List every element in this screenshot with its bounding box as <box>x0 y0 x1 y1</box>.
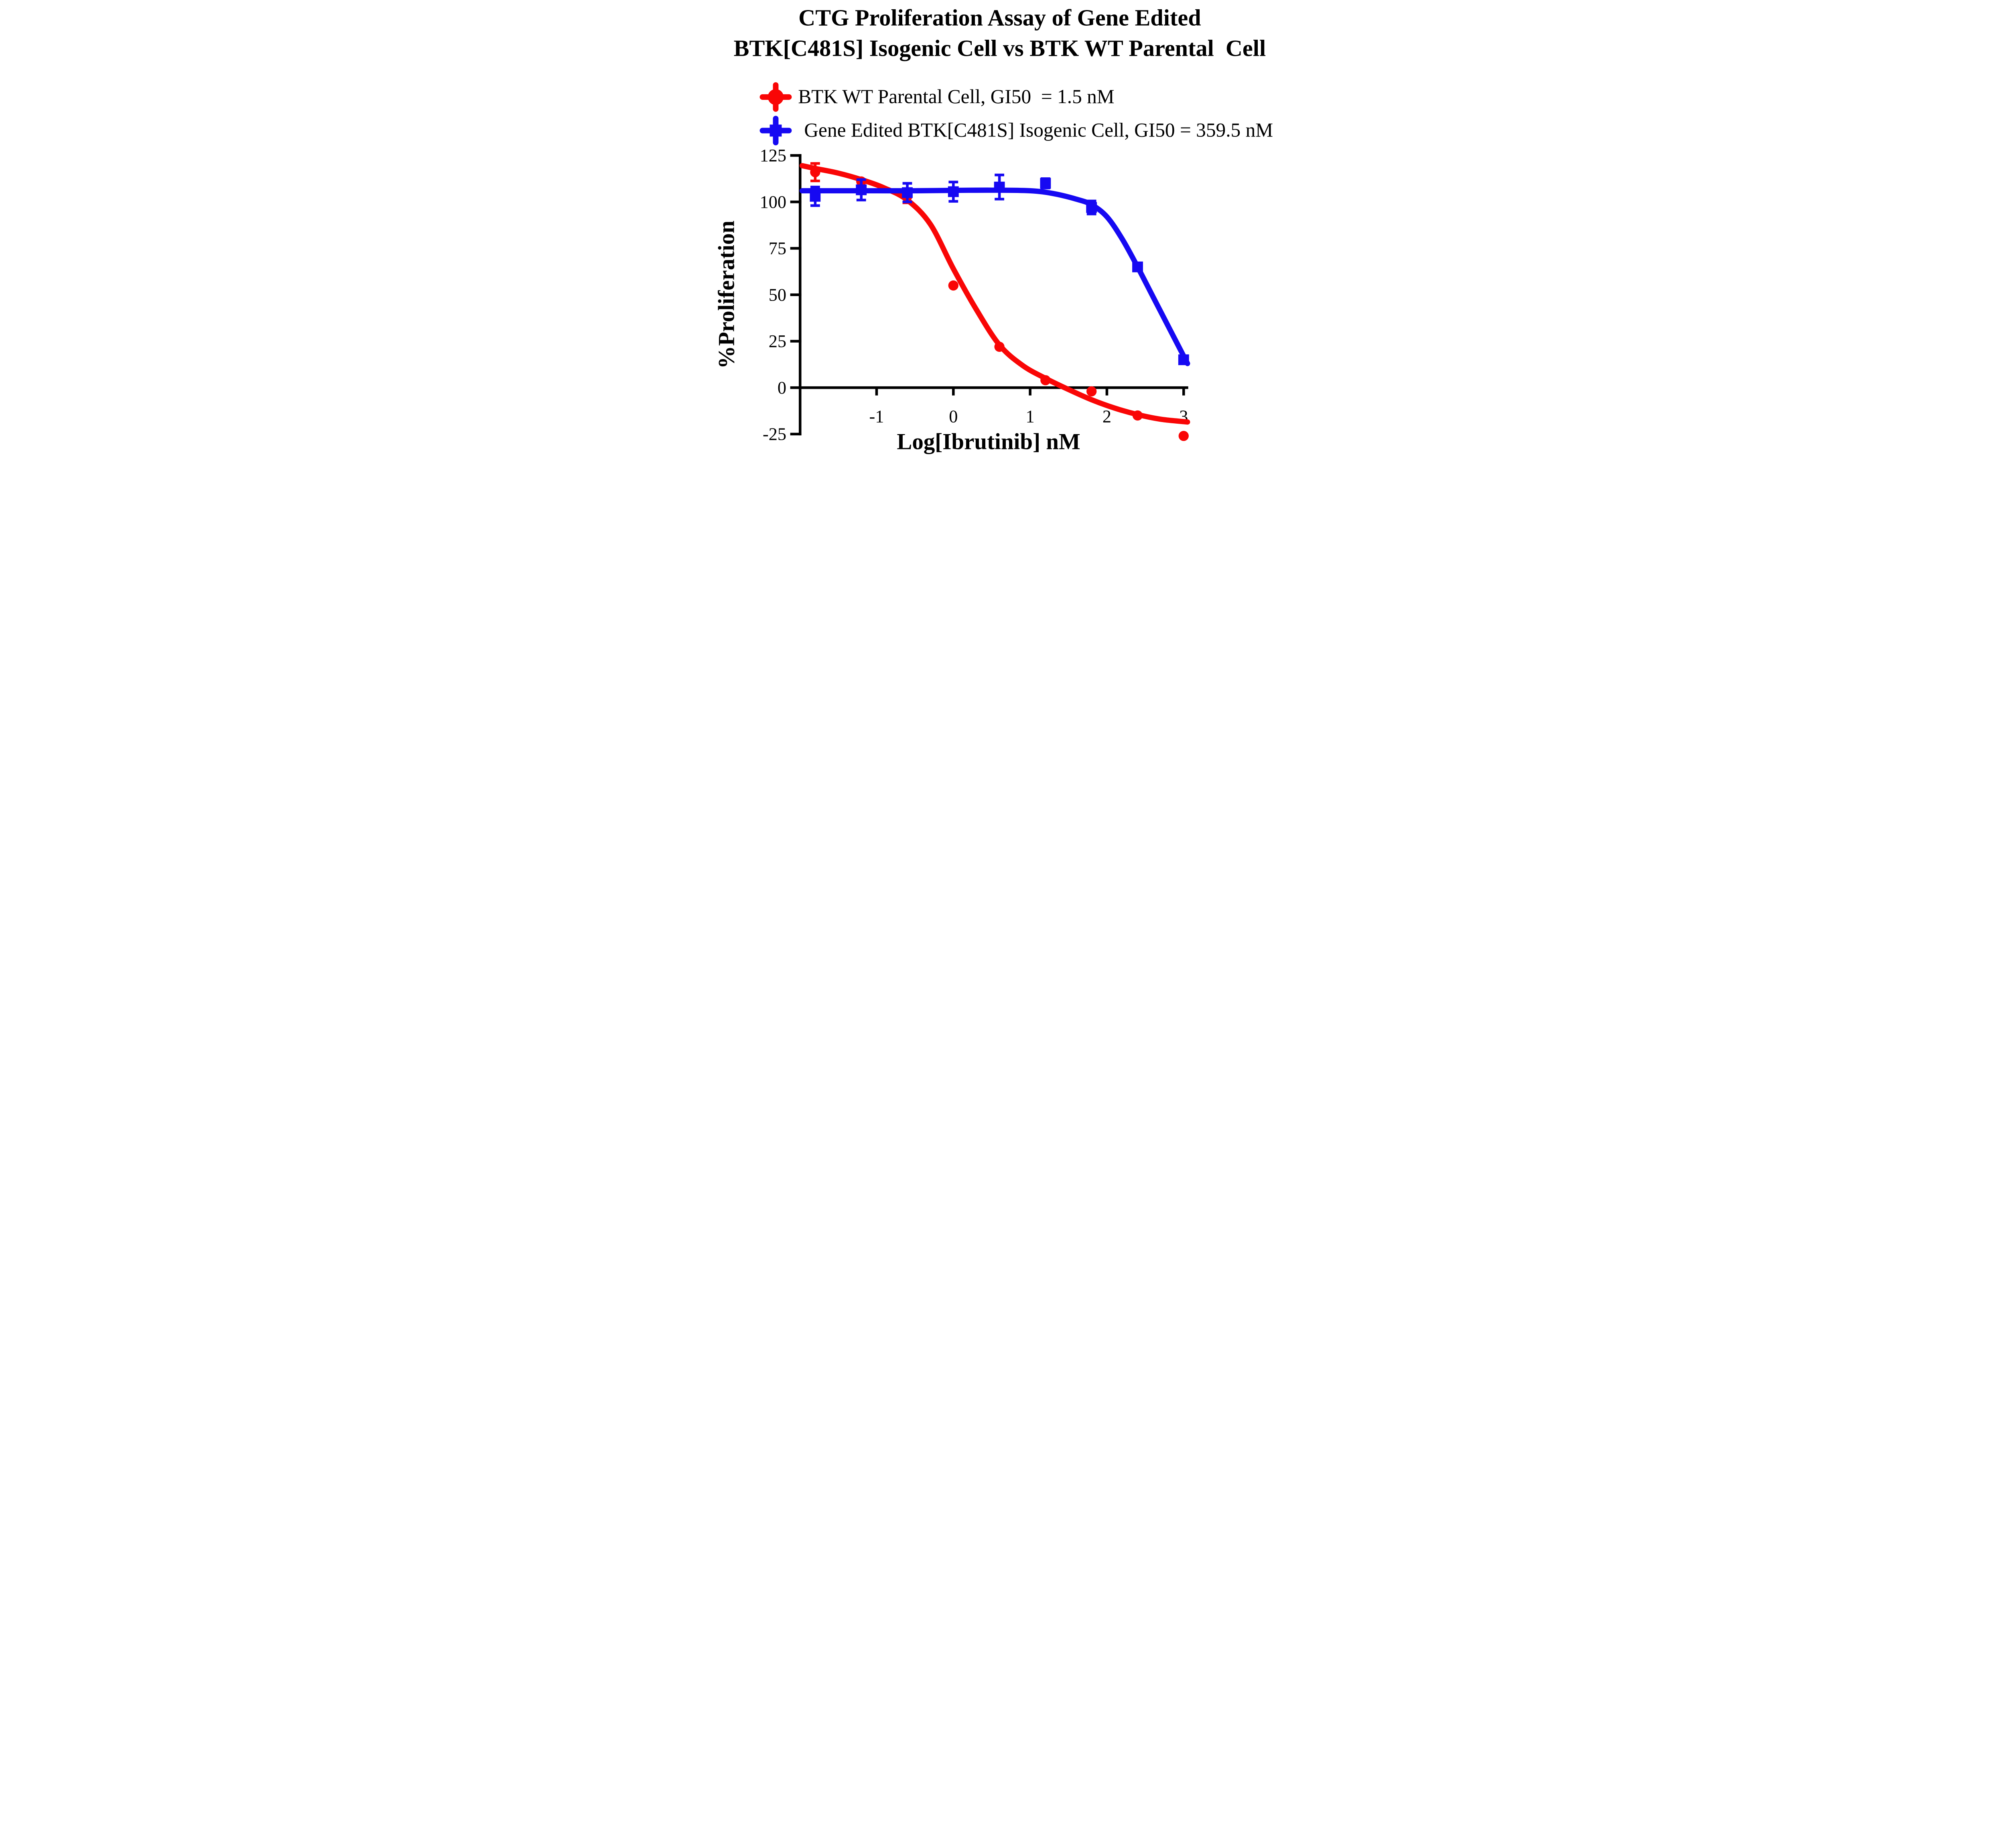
data-point-square <box>856 184 867 195</box>
x-tick-label: 0 <box>949 406 958 426</box>
y-tick-label: 50 <box>769 285 786 305</box>
series-circle <box>799 162 1190 441</box>
y-tick-label: 0 <box>778 378 786 398</box>
legend-marker-square-icon <box>759 116 792 146</box>
data-point-square <box>1086 202 1097 213</box>
y-tick-label: 100 <box>760 192 786 212</box>
chart-title-line2: BTK[C481S] Isogenic Cell vs BTK WT Paren… <box>734 35 1266 61</box>
x-tick-label: -1 <box>869 406 884 426</box>
data-point-square <box>948 186 959 197</box>
data-point-circle <box>948 280 958 291</box>
plot-area <box>799 162 1190 441</box>
legend-square-icon <box>770 124 782 137</box>
legend-label-wt: BTK WT Parental Cell, GI50 = 1.5 nM <box>798 85 1115 108</box>
x-axis-title: Log[Ibrutinib] nM <box>897 429 1080 454</box>
legend-marker-circle-icon <box>759 82 792 112</box>
chart-title-line1: CTG Proliferation Assay of Gene Edited <box>798 4 1201 30</box>
data-point-circle <box>1086 386 1097 397</box>
figure: CTG Proliferation Assay of Gene Edited B… <box>706 0 1300 468</box>
x-tick-label: 1 <box>1026 406 1035 426</box>
legend-circle-icon <box>767 89 784 105</box>
data-point-square <box>994 181 1005 193</box>
data-point-circle <box>1132 410 1143 421</box>
series-square <box>799 173 1190 366</box>
data-point-circle <box>810 167 820 177</box>
x-tick-label: 2 <box>1102 406 1111 426</box>
proliferation-chart: CTG Proliferation Assay of Gene Edited B… <box>714 4 1273 454</box>
data-point-square <box>1040 178 1051 189</box>
y-axis-title: %Proliferation <box>714 221 739 369</box>
data-point-circle <box>994 341 1005 352</box>
y-tick-label: 125 <box>760 146 786 165</box>
data-point-square <box>810 191 821 202</box>
fit-curve <box>799 187 1190 366</box>
y-tick-label: 75 <box>769 239 786 258</box>
data-point-square <box>902 187 913 198</box>
y-tick-label: -25 <box>763 424 786 444</box>
data-point-square <box>1132 261 1143 272</box>
data-point-square <box>1178 354 1189 366</box>
y-tick-label: 25 <box>769 331 786 351</box>
legend-label-isogenic: Gene Edited BTK[C481S] Isogenic Cell, GI… <box>804 119 1273 141</box>
data-point-circle <box>1178 431 1189 441</box>
data-point-circle <box>1040 375 1051 386</box>
legend: BTK WT Parental Cell, GI50 = 1.5 nM Gene… <box>759 82 1273 146</box>
fit-curve <box>799 163 1190 425</box>
